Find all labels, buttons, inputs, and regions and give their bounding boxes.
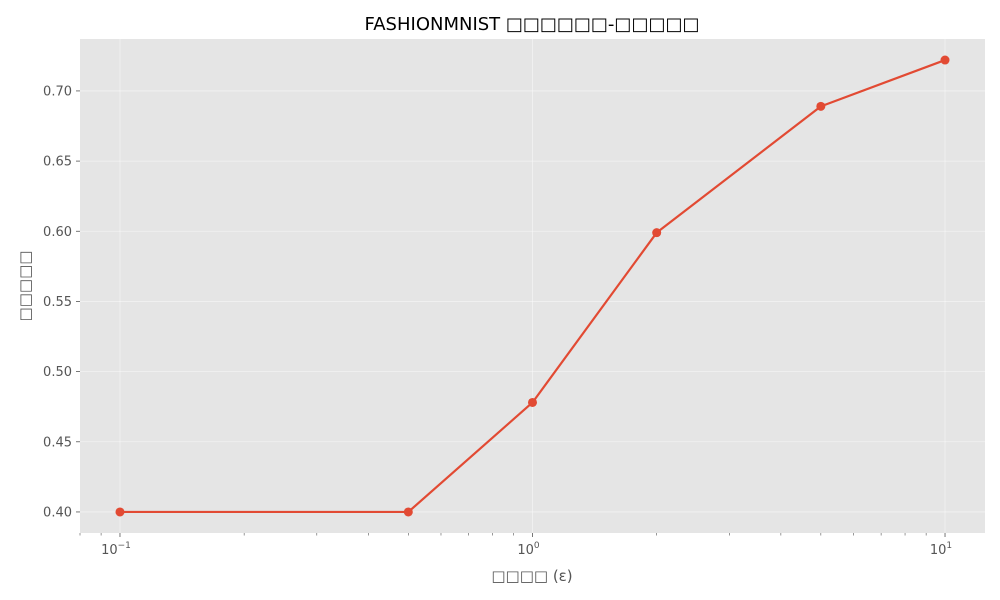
data-point [528, 397, 537, 407]
y-tick-label: 0.55 [43, 295, 72, 310]
x-axis-label: □□□□ (ε) [491, 567, 572, 585]
y-axis-label: □□□□□ [16, 251, 34, 322]
data-point [403, 507, 413, 517]
grid [80, 39, 985, 533]
series-line [119, 59, 946, 514]
y-tick-label: 0.40 [43, 505, 72, 520]
data-point [940, 55, 950, 65]
x-tick-label: 10−1 [101, 541, 131, 558]
y-tick-label: 0.50 [43, 365, 72, 380]
chart-title: FASHIONMNIST □□□□□□-□□□□□ [365, 14, 700, 35]
x-tick-label: 101 [930, 541, 952, 558]
axis-ticks: 0.40 0.45 0.50 0.55 0.60 0.65 0.70 10−1 100 101 [43, 84, 952, 558]
x-tick-label: 100 [517, 541, 540, 558]
series-layer [115, 55, 950, 517]
y-tick-label: 0.65 [43, 155, 72, 170]
data-point [652, 228, 662, 238]
y-tick-label: 0.45 [43, 435, 72, 450]
y-tick-label: 0.70 [43, 84, 72, 99]
y-tick-label: 0.60 [43, 225, 72, 240]
data-point [816, 101, 826, 111]
data-point [115, 507, 125, 517]
